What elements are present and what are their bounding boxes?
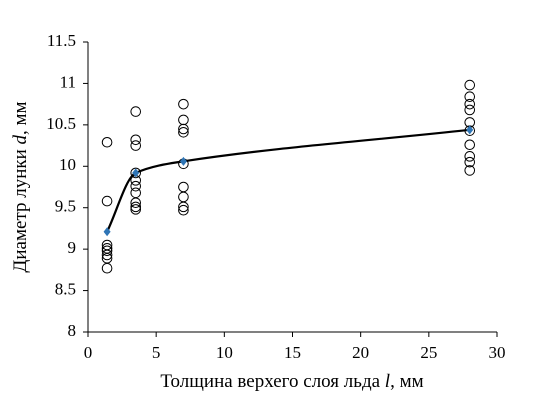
y-tick-label: 8 (68, 321, 77, 340)
y-axis-title-part: , мм (10, 101, 31, 135)
x-tick-label: 0 (84, 343, 93, 362)
x-axis-title-part: l (385, 371, 390, 392)
y-tick-label: 10.5 (46, 114, 76, 133)
mean-point (466, 125, 474, 135)
mean-point (103, 227, 111, 237)
x-axis-title-part: , мм (390, 371, 424, 392)
x-tick-label: 5 (152, 343, 161, 362)
data-point (130, 106, 142, 117)
data-point (464, 91, 476, 102)
data-point (130, 134, 142, 146)
data-point (178, 123, 189, 135)
y-axis-title-part: Диаметр лунки (10, 144, 31, 272)
data-point (130, 201, 142, 213)
data-point (130, 197, 142, 209)
data-point (178, 201, 189, 213)
x-tick-label: 15 (284, 343, 301, 362)
data-point (101, 262, 113, 274)
data-point (178, 98, 189, 110)
data-point (130, 167, 142, 179)
trend-line (106, 128, 470, 233)
data-point (130, 204, 142, 215)
mean-point (179, 156, 187, 166)
data-point (178, 181, 189, 193)
x-tick-label: 20 (352, 343, 369, 362)
data-point (101, 245, 113, 257)
data-point (464, 98, 476, 110)
data-point (178, 191, 189, 203)
x-tick-label: 10 (216, 343, 233, 362)
y-tick-label: 10 (59, 155, 76, 174)
data-point (130, 180, 142, 192)
x-tick-label: 30 (489, 343, 506, 362)
data-point (130, 187, 142, 199)
data-point (178, 204, 189, 216)
y-tick-label: 11 (60, 72, 76, 91)
y-tick-label: 8.5 (55, 279, 76, 298)
data-point (464, 79, 476, 91)
y-axis-title-part: d (10, 134, 31, 144)
data-point (101, 249, 113, 261)
data-point (101, 136, 113, 148)
x-axis-title-part: Толщина верхего слоя льда (160, 371, 384, 392)
data-point (178, 127, 189, 138)
y-tick-label: 9.5 (55, 197, 76, 216)
x-axis-title: Толщина верхего слоя льда l, мм (160, 371, 423, 392)
mean-point (132, 168, 140, 178)
data-point (464, 139, 476, 151)
y-axis-title: Диаметр лунки d, мм (10, 101, 31, 272)
data-point (178, 114, 189, 126)
x-tick-label: 25 (420, 343, 437, 362)
data-point (130, 140, 142, 151)
data-point (464, 104, 476, 116)
y-tick-label: 9 (68, 238, 77, 257)
y-tick-label: 11.5 (47, 31, 76, 50)
data-point (464, 151, 476, 162)
data-point (464, 165, 476, 176)
data-point (101, 195, 113, 207)
data-point (464, 156, 476, 168)
